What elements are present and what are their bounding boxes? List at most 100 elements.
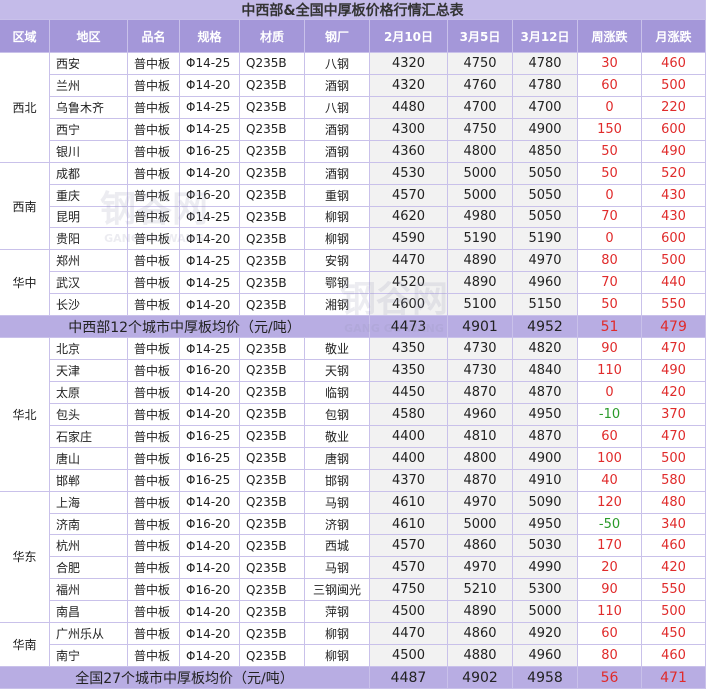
price-cell: 550 (642, 579, 706, 602)
info-cell: 济钢 (305, 513, 370, 536)
price-cell: 500 (642, 250, 706, 273)
price-cell: 4850 (513, 140, 578, 163)
info-cell: 南昌 (50, 601, 128, 624)
price-cell: 4900 (513, 447, 578, 470)
info-cell: 普中板 (128, 338, 180, 361)
region-cell: 华中 (0, 250, 50, 317)
info-cell: 普中板 (128, 140, 180, 163)
price-cell: 4840 (513, 360, 578, 382)
info-cell: 西安 (50, 53, 128, 75)
price-cell: 550 (642, 294, 706, 317)
info-cell: Φ16-25 (180, 140, 240, 163)
price-cell: 5190 (448, 228, 513, 251)
info-cell: Q235B (240, 645, 305, 668)
price-cell: 120 (578, 491, 642, 514)
price-cell: 60 (578, 74, 642, 97)
summary-value: 4901 (448, 316, 513, 339)
price-cell: 70 (578, 272, 642, 295)
price-cell: 4970 (448, 557, 513, 580)
summary-label: 全国27个城市中厚板均价（元/吨） (0, 667, 370, 689)
info-cell: 西宁 (50, 118, 128, 141)
price-cell: 470 (642, 425, 706, 448)
column-header: 3月12日 (513, 20, 578, 53)
info-cell: 普中板 (128, 74, 180, 97)
price-cell: 4610 (370, 513, 448, 536)
price-cell: 4890 (448, 601, 513, 624)
info-cell: Q235B (240, 118, 305, 141)
column-header: 月涨跌 (642, 20, 706, 53)
price-cell: 4800 (448, 447, 513, 470)
price-cell: 450 (642, 623, 706, 646)
info-cell: Q235B (240, 469, 305, 492)
price-cell: 4530 (370, 162, 448, 185)
price-cell: 4320 (370, 53, 448, 75)
info-cell: 西城 (305, 535, 370, 558)
price-cell: 4780 (513, 53, 578, 75)
price-cell: 220 (642, 96, 706, 119)
info-cell: Φ14-20 (180, 491, 240, 514)
info-cell: 广州乐从 (50, 623, 128, 646)
column-header: 钢厂 (305, 20, 370, 53)
info-cell: Φ14-25 (180, 338, 240, 361)
price-cell: 460 (642, 53, 706, 75)
info-cell: 天钢 (305, 360, 370, 382)
price-cell: 4730 (448, 338, 513, 361)
price-cell: 500 (642, 601, 706, 624)
info-cell: 济南 (50, 513, 128, 536)
info-cell: 柳钢 (305, 206, 370, 229)
price-cell: 90 (578, 579, 642, 602)
info-cell: 酒钢 (305, 118, 370, 141)
info-cell: 普中板 (128, 381, 180, 404)
price-cell: 5090 (513, 491, 578, 514)
info-cell: Φ14-25 (180, 118, 240, 141)
price-cell: 0 (578, 184, 642, 207)
info-cell: 上海 (50, 491, 128, 514)
price-cell: 0 (578, 96, 642, 119)
info-cell: Φ14-20 (180, 623, 240, 646)
info-cell: 普中板 (128, 469, 180, 492)
info-cell: 石家庄 (50, 425, 128, 448)
info-cell: 安钢 (305, 250, 370, 273)
info-cell: 杭州 (50, 535, 128, 558)
price-cell: 4820 (513, 338, 578, 361)
price-cell: 5000 (448, 513, 513, 536)
price-cell: 5300 (513, 579, 578, 602)
info-cell: Φ14-25 (180, 206, 240, 229)
price-cell: 4750 (448, 118, 513, 141)
info-cell: Φ14-20 (180, 162, 240, 185)
price-cell: 4590 (370, 228, 448, 251)
info-cell: 普中板 (128, 206, 180, 229)
price-cell: 4570 (370, 184, 448, 207)
price-cell: 5000 (448, 162, 513, 185)
price-cell: 60 (578, 623, 642, 646)
price-cell: 500 (642, 74, 706, 97)
info-cell: Φ14-20 (180, 294, 240, 317)
info-cell: 普中板 (128, 425, 180, 448)
info-cell: Q235B (240, 74, 305, 97)
info-cell: Q235B (240, 623, 305, 646)
info-cell: Φ14-25 (180, 96, 240, 119)
info-cell: Q235B (240, 53, 305, 75)
price-cell: -10 (578, 403, 642, 426)
price-cell: 4960 (513, 645, 578, 668)
price-cell: 4610 (370, 491, 448, 514)
info-cell: 重庆 (50, 184, 128, 207)
info-cell: 敬业 (305, 425, 370, 448)
price-cell: 4480 (370, 96, 448, 119)
price-cell: 4600 (370, 294, 448, 317)
price-cell: 70 (578, 206, 642, 229)
info-cell: 酒钢 (305, 74, 370, 97)
info-cell: 普中板 (128, 118, 180, 141)
info-cell: 柳钢 (305, 228, 370, 251)
info-cell: 普中板 (128, 184, 180, 207)
info-cell: 普中板 (128, 272, 180, 295)
info-cell: 普中板 (128, 623, 180, 646)
column-header: 2月10日 (370, 20, 448, 53)
price-cell: 170 (578, 535, 642, 558)
region-cell: 西南 (0, 162, 50, 251)
info-cell: 武汉 (50, 272, 128, 295)
summary-value: 4473 (370, 316, 448, 339)
price-cell: 4980 (448, 206, 513, 229)
price-cell: 4470 (370, 250, 448, 273)
info-cell: Q235B (240, 425, 305, 448)
